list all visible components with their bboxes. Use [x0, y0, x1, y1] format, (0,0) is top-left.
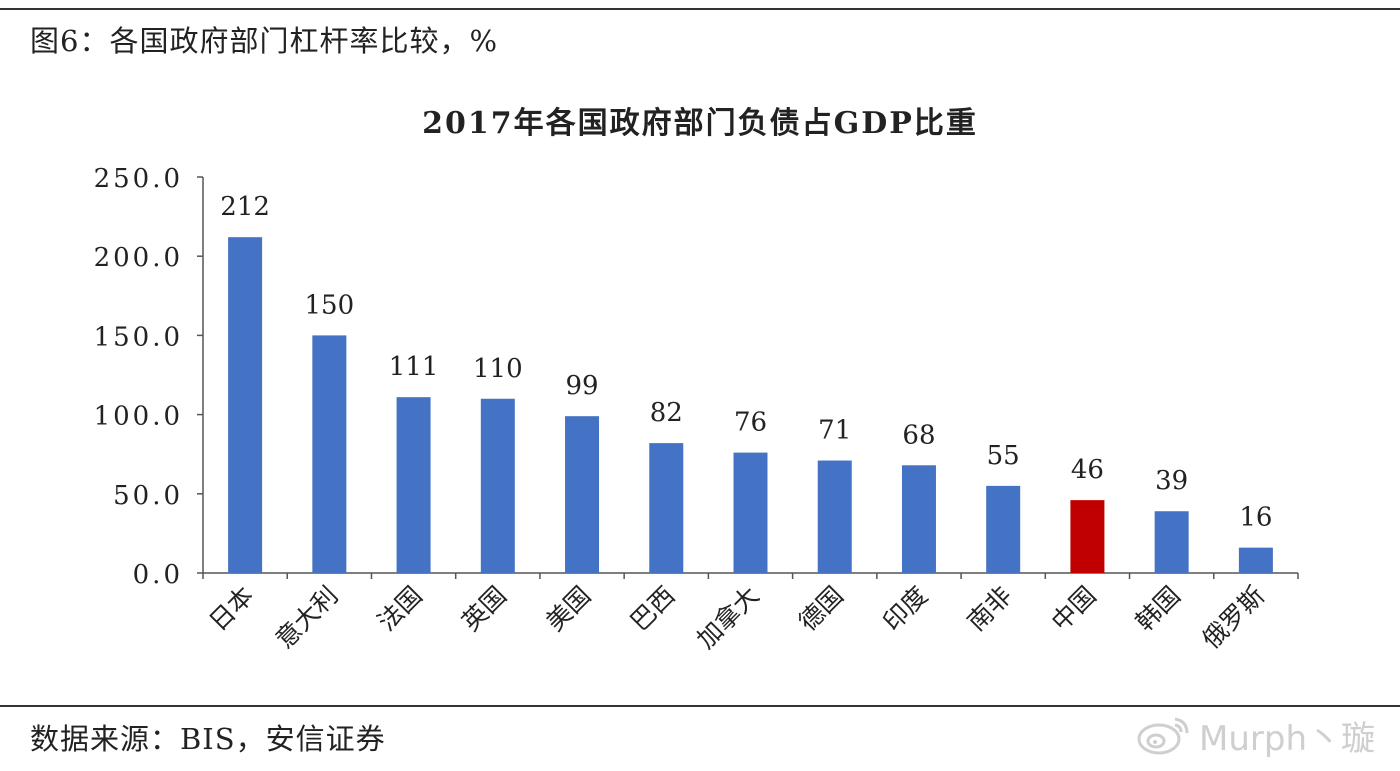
x-tick-label-10: 南非	[962, 581, 1018, 637]
x-tick-label-12: 韩国	[1130, 581, 1186, 637]
bar-12	[1154, 511, 1189, 573]
bar-9	[901, 465, 936, 573]
bar-8	[817, 460, 852, 573]
data-label-7: 76	[734, 408, 767, 438]
data-label-6: 82	[650, 398, 683, 428]
bottom-rule	[0, 705, 1400, 707]
bars	[228, 237, 1273, 573]
x-tick-label-3: 法国	[372, 581, 428, 637]
y-tick-label: 200.0	[94, 243, 183, 273]
y-tick-label: 0.0	[133, 560, 183, 590]
x-tick-label-11: 中国	[1046, 581, 1102, 637]
bar-2	[312, 335, 347, 573]
data-label-9: 68	[902, 420, 935, 450]
y-tick-label: 150.0	[94, 322, 183, 352]
data-label-2: 150	[305, 290, 355, 320]
x-tick-label-7: 加拿大	[691, 581, 765, 655]
watermark: Murph丶璇	[1135, 710, 1395, 760]
bar-11	[1070, 500, 1105, 573]
bar-chart: 2017年各国政府部门负债占GDP比重 212 150 111 110 99 82 76 71…	[94, 106, 1299, 655]
y-tick-labels: 0.0 50.0 100.0 150.0 200.0 250.0	[94, 164, 203, 590]
data-label-11: 46	[1071, 455, 1104, 485]
top-rule	[0, 8, 1400, 10]
x-tick-label-1: 日本	[203, 581, 259, 637]
data-labels: 212 150 111 110 99 82 76 71 68 55 46 39 16	[220, 192, 1272, 532]
data-label-10: 55	[987, 441, 1020, 471]
x-tick-label-9: 印度	[877, 581, 933, 637]
bar-5	[565, 416, 600, 573]
watermark-text: Murph丶璇	[1199, 718, 1375, 759]
bar-3	[396, 397, 431, 573]
x-tick-label-13: 俄罗斯	[1197, 581, 1271, 655]
data-label-12: 39	[1155, 466, 1188, 496]
y-tick-label: 250.0	[94, 164, 183, 194]
x-tick-label-6: 巴西	[625, 581, 681, 637]
x-tick-label-4: 英国	[456, 581, 512, 637]
bar-4	[480, 398, 515, 573]
data-label-5: 99	[565, 371, 598, 401]
bar-6	[649, 443, 684, 573]
x-tick-labels: 日本 意大利 法国 英国 美国 巴西 加拿大 德国 印度 南非 中国 韩国 俄罗斯	[202, 573, 1299, 655]
source-note: 数据来源：BIS，安信证券	[30, 722, 386, 756]
bar-7	[733, 452, 768, 573]
data-label-13: 16	[1239, 503, 1272, 533]
bar-13	[1238, 547, 1273, 573]
figure-caption: 图6：各国政府部门杠杆率比较，%	[30, 24, 499, 58]
x-tick-label-8: 德国	[793, 581, 849, 637]
bar-10	[986, 485, 1021, 573]
bar-1	[228, 237, 263, 573]
data-label-4: 110	[473, 354, 523, 384]
y-tick-label: 50.0	[113, 481, 183, 511]
x-tick-label-5: 美国	[540, 581, 596, 637]
x-tick-label-2: 意大利	[270, 581, 344, 655]
weibo-logo-icon	[1137, 717, 1189, 755]
data-label-8: 71	[818, 416, 851, 446]
data-label-1: 212	[220, 192, 270, 222]
y-tick-label: 100.0	[94, 402, 183, 432]
data-label-3: 111	[389, 352, 439, 382]
chart-title: 2017年各国政府部门负债占GDP比重	[422, 106, 978, 141]
